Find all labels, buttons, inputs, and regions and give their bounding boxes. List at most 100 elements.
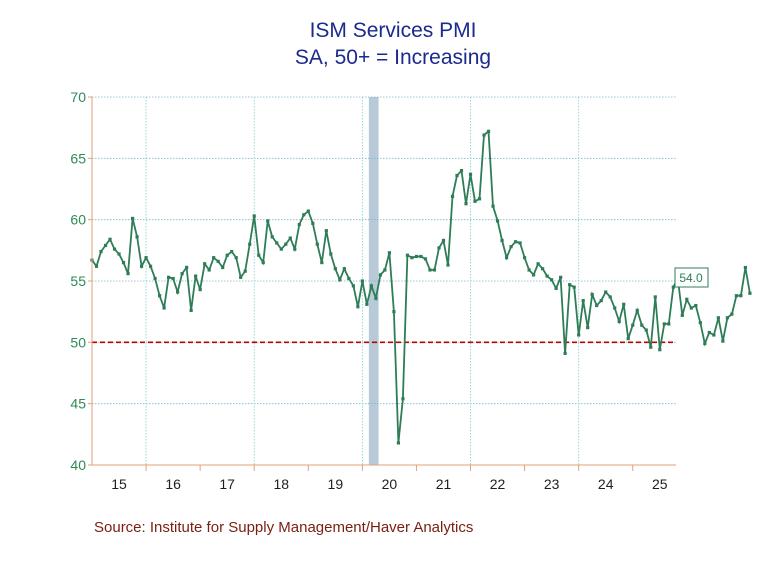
last-value-label: 54.0 bbox=[674, 267, 709, 288]
recession-band bbox=[368, 97, 379, 465]
data-point bbox=[225, 253, 229, 257]
x-tick-label: 19 bbox=[328, 476, 344, 492]
data-point bbox=[541, 267, 545, 271]
x-tick-label: 21 bbox=[436, 476, 452, 492]
y-axis-labels: 40 45 50 55 60 65 70 bbox=[70, 89, 86, 473]
data-point bbox=[288, 236, 292, 240]
data-point bbox=[743, 265, 747, 270]
data-point bbox=[139, 264, 144, 268]
data-point bbox=[486, 129, 491, 133]
data-point bbox=[284, 242, 288, 246]
data-point bbox=[148, 264, 153, 268]
x-tick-label: 16 bbox=[165, 476, 181, 492]
data-point bbox=[613, 306, 617, 310]
data-point bbox=[559, 275, 563, 279]
data-point bbox=[712, 333, 716, 337]
data-point bbox=[617, 319, 621, 324]
data-point bbox=[653, 295, 657, 299]
data-point bbox=[252, 214, 256, 218]
series-ism-services-pmi bbox=[90, 129, 752, 445]
x-axis-labels: 15 16 17 18 19 20 21 22 23 24 25 bbox=[111, 476, 668, 492]
data-point bbox=[437, 246, 441, 250]
x-tick-label: 23 bbox=[544, 476, 560, 492]
data-point bbox=[739, 294, 743, 298]
data-point bbox=[383, 268, 387, 272]
data-point bbox=[550, 278, 554, 282]
recession-shade bbox=[368, 97, 379, 465]
data-point bbox=[99, 249, 103, 254]
data-point bbox=[338, 278, 342, 282]
data-point bbox=[157, 294, 162, 298]
chart-title: ISM Services PMI bbox=[310, 19, 477, 42]
data-point bbox=[315, 242, 319, 246]
data-point bbox=[180, 272, 184, 276]
data-point bbox=[662, 322, 666, 326]
data-point bbox=[356, 305, 360, 309]
chart-subtitle: SA, 50+ = Increasing bbox=[295, 46, 491, 69]
data-point bbox=[162, 306, 166, 310]
data-point bbox=[698, 321, 702, 325]
data-point bbox=[212, 256, 216, 260]
data-point bbox=[266, 219, 270, 223]
y-tick-label: 45 bbox=[70, 396, 86, 412]
data-point bbox=[477, 197, 482, 201]
data-point bbox=[707, 330, 711, 335]
data-point bbox=[473, 199, 477, 203]
data-point bbox=[680, 313, 684, 317]
data-point bbox=[108, 237, 112, 241]
data-point bbox=[203, 262, 207, 266]
x-tick-label: 24 bbox=[598, 476, 614, 492]
data-point bbox=[671, 285, 675, 289]
data-point bbox=[239, 275, 243, 279]
data-point bbox=[725, 316, 729, 320]
data-point bbox=[734, 294, 738, 298]
data-point bbox=[410, 256, 414, 260]
data-point bbox=[631, 323, 635, 327]
data-point bbox=[572, 285, 576, 289]
data-point bbox=[622, 302, 626, 306]
data-point bbox=[685, 297, 689, 301]
data-point bbox=[495, 219, 500, 223]
data-point bbox=[185, 265, 189, 270]
data-point bbox=[419, 254, 423, 259]
data-point bbox=[302, 213, 306, 217]
data-point bbox=[509, 245, 513, 249]
data-point bbox=[730, 312, 734, 316]
data-point bbox=[644, 328, 648, 332]
data-point bbox=[347, 276, 351, 281]
data-point bbox=[94, 264, 99, 268]
data-point bbox=[275, 241, 279, 245]
source-note: Source: Institute for Supply Management/… bbox=[94, 519, 473, 536]
data-point bbox=[144, 256, 148, 260]
data-point bbox=[320, 261, 324, 265]
data-point bbox=[126, 272, 130, 276]
data-point bbox=[635, 308, 639, 313]
data-point bbox=[207, 268, 211, 272]
data-point bbox=[198, 287, 202, 292]
data-point bbox=[599, 299, 603, 303]
data-point bbox=[459, 169, 464, 173]
data-point bbox=[369, 284, 373, 288]
last-value-text: 54.0 bbox=[679, 271, 703, 285]
data-point bbox=[405, 253, 410, 257]
data-point bbox=[482, 133, 486, 137]
data-point bbox=[351, 284, 355, 288]
data-point bbox=[626, 337, 630, 341]
data-point bbox=[464, 202, 468, 206]
data-point bbox=[112, 247, 117, 251]
data-point bbox=[130, 216, 135, 221]
data-point bbox=[608, 295, 612, 299]
data-point bbox=[545, 274, 549, 278]
y-tick-label: 65 bbox=[70, 150, 86, 166]
data-point bbox=[414, 254, 419, 259]
data-point bbox=[703, 341, 707, 346]
data-point bbox=[568, 283, 572, 287]
data-point bbox=[423, 257, 428, 261]
data-point bbox=[581, 299, 585, 303]
data-point bbox=[103, 243, 108, 248]
data-point bbox=[401, 397, 405, 401]
data-point bbox=[527, 268, 531, 272]
x-tick-label: 22 bbox=[490, 476, 506, 492]
grid-lines bbox=[88, 96, 676, 471]
